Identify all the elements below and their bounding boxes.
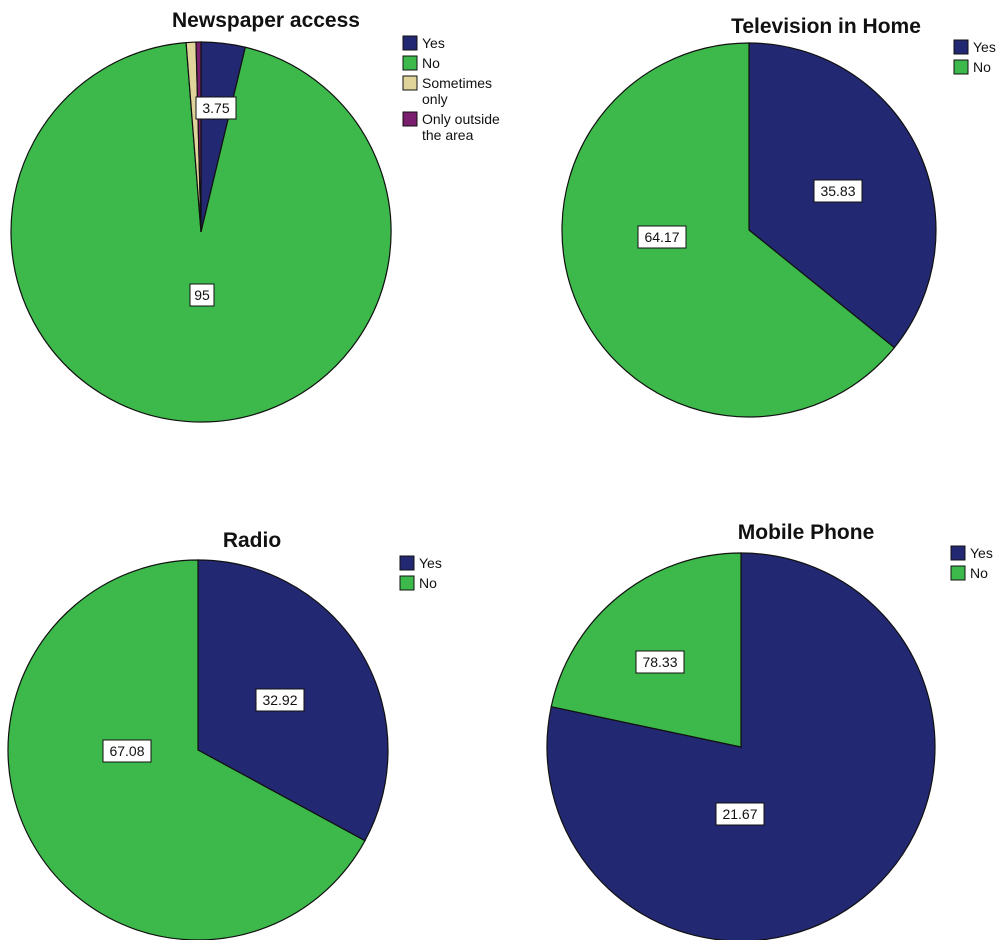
legend-swatch [953,59,969,75]
legend-entry-no: No [399,575,437,591]
chart-title: Radio [223,529,281,552]
slice-label-text: 64.17 [644,229,679,245]
slice-label-no: 95 [189,283,215,307]
legend-swatch [402,111,418,127]
legend-swatch [399,555,415,571]
chart-title: Mobile Phone [738,521,875,544]
slice-label-box [195,96,237,120]
legend-entry-yes: Yes [399,555,442,571]
pie-slice-no [7,559,366,940]
slice-label-no: 64.17 [637,225,687,249]
legend-swatch [953,39,969,55]
legend-label: No [419,575,437,591]
legend-label: Only outside [422,111,500,127]
legend-label: Yes [970,545,993,561]
legend-entry-no: No [402,55,440,71]
legend-swatch [950,565,966,581]
slice-label-text: 3.75 [202,100,229,116]
pie-slice-no [561,42,896,418]
legend-swatch [402,55,418,71]
slice-label-text: 35.83 [820,183,855,199]
legend-entry-no: No [950,565,988,581]
legend-label: No [422,55,440,71]
legend-entry-yes: Yes [950,545,993,561]
chart-title: Newspaper access [172,9,360,32]
legend-label: Sometimes [422,75,492,91]
slice-label-text: 78.33 [642,654,677,670]
legend-swatch [402,75,418,91]
legend-label: Yes [419,555,442,571]
pie-slice-no [10,41,392,423]
mobile-phone-chart: Mobile Phone 78.33 21.67 Yes No [546,521,993,940]
legend-label: the area [422,127,474,143]
newspaper-access-chart: Newspaper access 3.75 95 Yes No Sometimesonly… [10,9,500,423]
legend-swatch [402,35,418,51]
pie-slice-no [550,552,742,748]
slice-label-box [189,283,215,307]
legend-label: No [973,59,991,75]
slice-label-box [637,225,687,249]
slice-label-yes: 3.75 [195,96,237,120]
slice-label-yes: 78.33 [635,650,685,674]
legend-entry-yes: Yes [402,35,445,51]
slice-label-no: 21.67 [715,802,765,826]
slice-label-box [635,650,685,674]
slice-label-text: 21.67 [722,806,757,822]
legend-swatch [950,545,966,561]
legend-label: only [422,91,448,107]
slice-label-text: 67.08 [109,743,144,759]
legend-label: Yes [973,39,996,55]
slice-label-box [255,688,305,712]
slice-label-text: 95 [194,287,210,303]
slice-label-yes: 35.83 [813,179,863,203]
legend-label: No [970,565,988,581]
pie-slice-yes [546,552,936,940]
slice-label-box [813,179,863,203]
slice-label-yes: 32.92 [255,688,305,712]
chart-title: Television in Home [731,15,921,38]
radio-chart: Radio 32.92 67.08 Yes No [7,529,442,940]
slice-label-box [102,739,152,763]
pie-slice-only-outside-the-area [195,41,202,233]
television-in-home-chart: Television in Home 35.83 64.17 Yes No [561,15,996,418]
legend-swatch [399,575,415,591]
legend-entry-yes: Yes [953,39,996,55]
legend-entry-no: No [953,59,991,75]
legend-label: Yes [422,35,445,51]
slice-label-text: 32.92 [262,692,297,708]
slice-label-no: 67.08 [102,739,152,763]
slice-label-box [715,802,765,826]
